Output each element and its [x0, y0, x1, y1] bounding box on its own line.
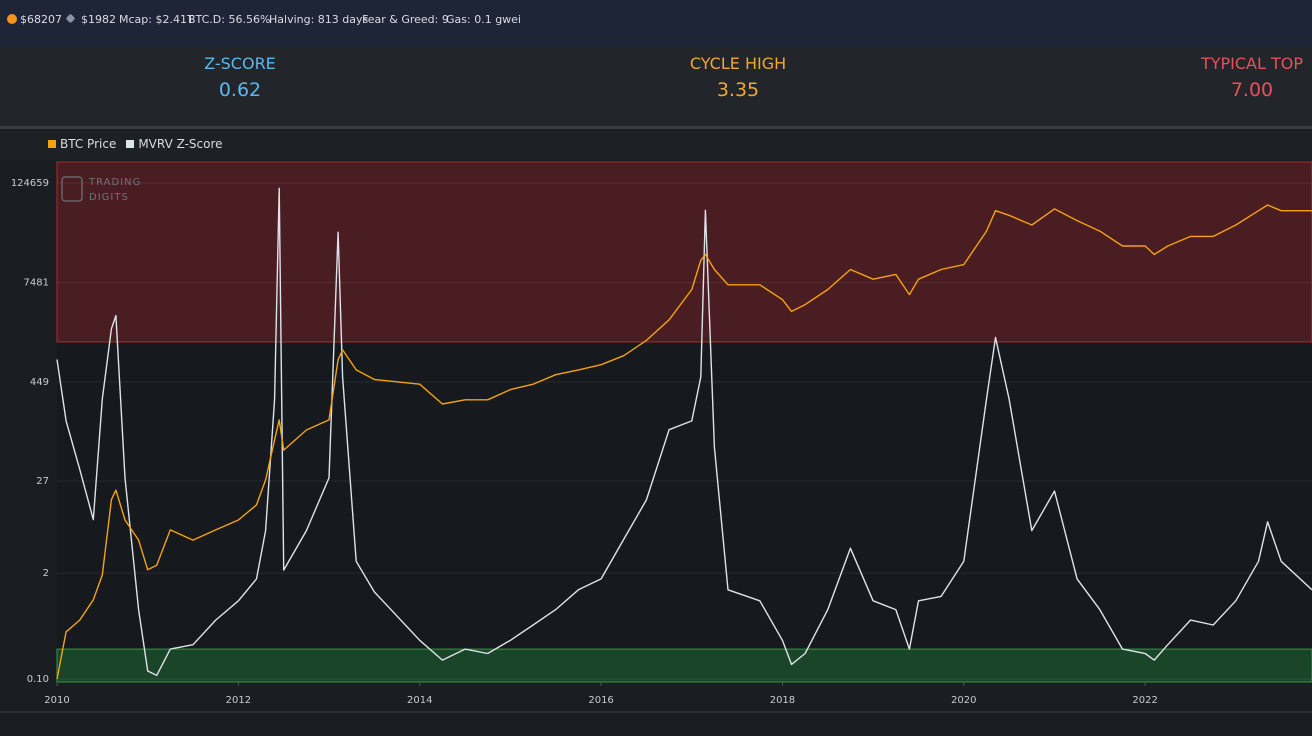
- ticker-item: Mcap: $2.41T: [119, 13, 194, 26]
- watermark: DIGITS: [89, 192, 129, 203]
- stat-label: Z-SCORE: [204, 54, 276, 73]
- zone-band: [56, 161, 1312, 343]
- series-line: [56, 187, 1312, 677]
- x-tick-label: 2012: [226, 695, 251, 706]
- ticker-item: Halving: 813 days: [269, 13, 369, 26]
- y-tick-label: 449: [30, 377, 49, 388]
- btc-icon: [7, 14, 17, 24]
- y-tick-label: 27: [36, 476, 49, 487]
- ticker-item: Gas: 0.1 gwei: [446, 13, 521, 26]
- y-tick-label: 0.10: [27, 674, 49, 685]
- legend-label: MVRV Z-Score: [138, 137, 223, 151]
- y-tick-label: 7481: [24, 277, 49, 288]
- stat: TYPICAL TOP 7.00: [1132, 54, 1312, 101]
- x-tick-label: 2016: [588, 695, 613, 706]
- legend-label: BTC Price: [60, 137, 117, 151]
- stat: Z-SCORE 0.62: [120, 54, 360, 101]
- watermark: TRADING: [88, 177, 141, 188]
- series-line: [56, 204, 1312, 680]
- x-tick-label: 2010: [44, 695, 69, 706]
- ticker-item: $68207: [20, 13, 62, 26]
- ticker-item: BTC.D: 56.56%: [188, 13, 271, 26]
- x-tick-label: 2018: [770, 695, 795, 706]
- stat-value: 0.62: [218, 79, 262, 101]
- watermark-icon: [61, 176, 83, 202]
- ticker-item: Fear & Greed: 9: [362, 13, 449, 26]
- x-tick-label: 2014: [407, 695, 432, 706]
- x-tick-label: 2022: [1132, 695, 1157, 706]
- stat-value: 3.35: [716, 79, 760, 101]
- stats-row: Z-SCORE 0.62 CYCLE HIGH 3.35 TYPICAL TOP 7.00: [0, 46, 1312, 129]
- stat-value: 7.00: [1230, 79, 1274, 101]
- x-tick-label: 2020: [951, 695, 976, 706]
- ticker-bar: $68207 $1982 Mcap: $2.41T BTC.D: 56.56% …: [0, 0, 1312, 46]
- ticker-item: $1982: [81, 13, 116, 26]
- stat-label: CYCLE HIGH: [689, 54, 787, 73]
- legend: BTC Price MVRV Z-Score: [0, 130, 1312, 160]
- stat: CYCLE HIGH 3.35: [618, 54, 858, 101]
- zone-band: [56, 648, 1312, 683]
- legend-swatch: [48, 140, 56, 148]
- y-tick-label: 124659: [11, 178, 49, 189]
- legend-swatch: [126, 140, 135, 148]
- stat-label: TYPICAL TOP: [1200, 54, 1304, 73]
- y-tick-label: 2: [43, 568, 49, 579]
